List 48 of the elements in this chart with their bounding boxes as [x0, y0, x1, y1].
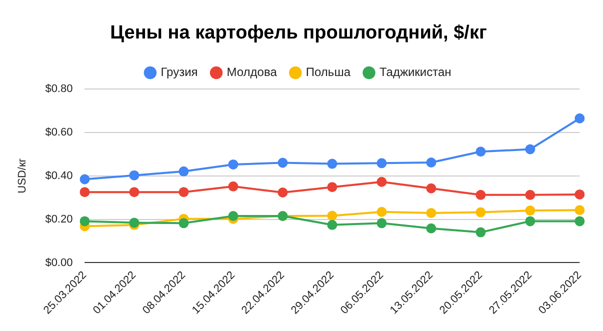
point — [327, 220, 338, 230]
point — [228, 210, 238, 221]
point — [574, 216, 585, 226]
y-tick-label: $0.40 — [45, 170, 73, 182]
legend-label: Грузия — [160, 65, 198, 80]
point — [129, 187, 140, 198]
point — [178, 187, 189, 198]
legend-label: Молдова — [226, 65, 278, 80]
point — [525, 190, 536, 200]
point — [327, 210, 338, 221]
point — [376, 206, 387, 217]
point — [574, 189, 585, 200]
point — [525, 206, 536, 216]
y-tick-label: $0.60 — [45, 126, 73, 138]
legend-label: Польша — [306, 65, 351, 80]
point — [228, 181, 238, 192]
point — [376, 218, 387, 228]
point — [278, 188, 288, 198]
point — [574, 113, 585, 124]
point — [80, 216, 90, 226]
point — [426, 223, 436, 234]
legend-label: Таджикистан — [379, 65, 452, 80]
point — [574, 205, 585, 216]
point — [80, 174, 90, 184]
y-tick-label: $0.00 — [45, 256, 73, 269]
y-tick-label: $0.20 — [45, 213, 73, 226]
point — [426, 183, 436, 194]
point — [228, 159, 238, 170]
point — [178, 166, 189, 176]
point — [525, 144, 536, 154]
point — [278, 158, 288, 168]
point — [327, 158, 338, 169]
point — [376, 176, 387, 187]
point — [327, 182, 338, 192]
chart-title: Цены на картофель прошлогодний, $/кг — [110, 22, 487, 44]
point — [476, 227, 486, 238]
point — [178, 218, 189, 228]
point — [376, 158, 387, 168]
point — [476, 190, 486, 200]
point — [129, 170, 140, 180]
point — [476, 146, 486, 157]
y-tick-label: $0.80 — [45, 82, 73, 95]
point — [476, 207, 486, 218]
point — [80, 187, 90, 198]
point — [426, 158, 436, 168]
point — [426, 208, 436, 218]
point — [525, 216, 536, 226]
y-axis-title: USD/кг — [16, 158, 29, 194]
